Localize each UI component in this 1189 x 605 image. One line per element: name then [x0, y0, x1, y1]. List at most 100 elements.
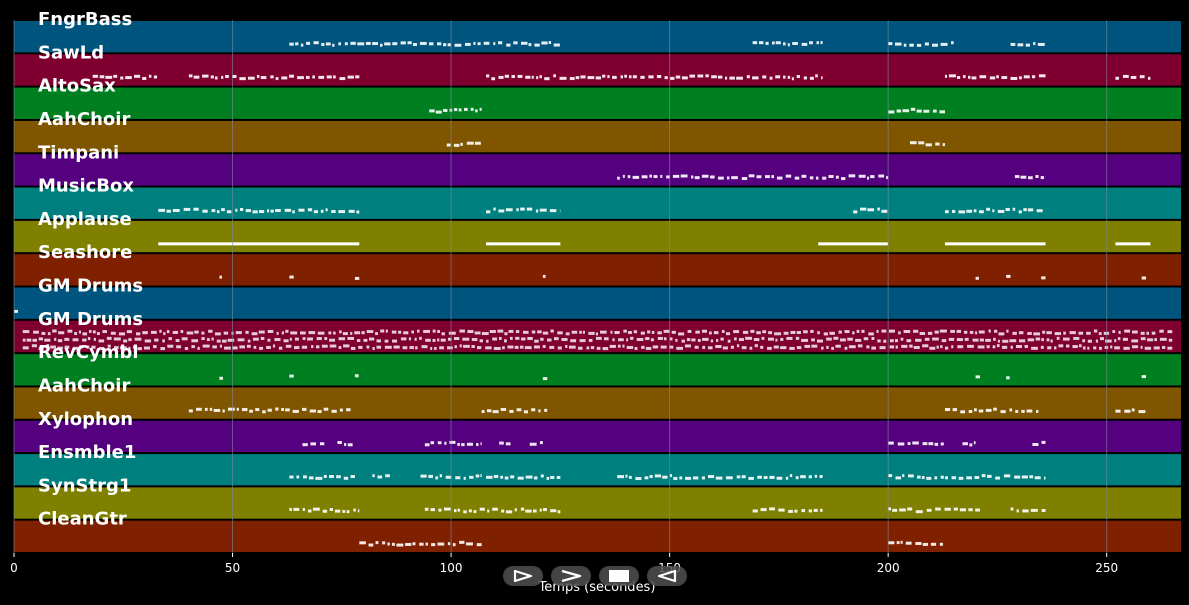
note	[463, 510, 467, 514]
note	[1056, 336, 1060, 340]
note	[1018, 339, 1026, 343]
note	[932, 109, 937, 113]
note	[443, 108, 448, 112]
note	[527, 336, 533, 340]
note	[968, 508, 973, 512]
note	[343, 344, 350, 348]
note	[333, 75, 336, 79]
note	[486, 475, 493, 479]
note	[718, 176, 724, 180]
note	[479, 107, 482, 111]
note	[796, 331, 801, 335]
note	[292, 210, 295, 214]
note	[267, 338, 271, 342]
note	[1140, 337, 1146, 341]
note	[477, 42, 481, 46]
note	[493, 474, 499, 478]
note	[440, 338, 446, 342]
note	[92, 330, 96, 334]
note	[575, 76, 580, 80]
note	[544, 77, 550, 81]
note	[188, 74, 193, 78]
note	[1033, 42, 1036, 46]
note	[817, 331, 820, 335]
note	[818, 242, 889, 246]
note	[535, 209, 539, 213]
note	[716, 338, 719, 342]
note	[476, 443, 479, 447]
note	[1010, 345, 1013, 349]
note	[835, 175, 839, 179]
note	[531, 330, 536, 334]
note	[391, 542, 395, 546]
note	[877, 339, 881, 343]
note	[1029, 475, 1034, 479]
note	[974, 476, 980, 480]
note	[844, 330, 850, 334]
note	[50, 345, 56, 349]
note	[821, 76, 823, 80]
note	[493, 207, 496, 211]
forward-button[interactable]	[551, 566, 591, 586]
note	[439, 346, 444, 350]
note	[289, 507, 292, 511]
note	[319, 442, 325, 446]
note-group	[1115, 74, 1151, 80]
rewind-button[interactable]	[647, 566, 687, 586]
note	[975, 508, 980, 512]
note	[32, 338, 37, 342]
note	[926, 508, 932, 512]
note	[249, 409, 253, 413]
note	[975, 375, 980, 379]
play-button[interactable]	[503, 566, 543, 586]
note	[430, 508, 435, 512]
note	[650, 338, 654, 342]
note	[783, 331, 789, 335]
note	[636, 337, 644, 341]
note	[612, 338, 615, 342]
note	[540, 474, 544, 478]
note	[1040, 176, 1044, 180]
note	[892, 508, 898, 512]
note	[453, 337, 460, 341]
note	[702, 337, 709, 341]
note	[809, 176, 814, 180]
note	[857, 344, 863, 348]
note	[466, 442, 473, 446]
note	[957, 75, 961, 79]
note	[568, 345, 576, 349]
note	[831, 346, 834, 350]
note	[651, 330, 655, 334]
note	[392, 42, 398, 46]
note	[618, 338, 624, 342]
note	[725, 476, 733, 480]
note	[457, 508, 460, 512]
note	[641, 175, 648, 179]
note	[498, 75, 504, 79]
note	[958, 210, 966, 214]
note	[580, 75, 586, 79]
note	[296, 475, 300, 479]
note	[820, 508, 823, 512]
note	[785, 174, 792, 178]
note	[289, 74, 294, 78]
note	[72, 346, 78, 350]
note	[329, 344, 337, 348]
note	[470, 107, 474, 111]
note	[962, 75, 966, 79]
note	[41, 331, 46, 335]
note	[514, 345, 519, 349]
note	[134, 337, 142, 341]
note	[52, 329, 57, 333]
note-group	[888, 41, 954, 47]
note	[58, 331, 65, 335]
note	[561, 337, 568, 341]
note	[446, 143, 451, 147]
stop-button[interactable]	[599, 566, 639, 586]
note	[794, 176, 800, 180]
note	[354, 374, 359, 378]
note	[917, 475, 921, 479]
note-group	[359, 540, 482, 547]
note	[876, 329, 879, 333]
note	[325, 208, 328, 212]
